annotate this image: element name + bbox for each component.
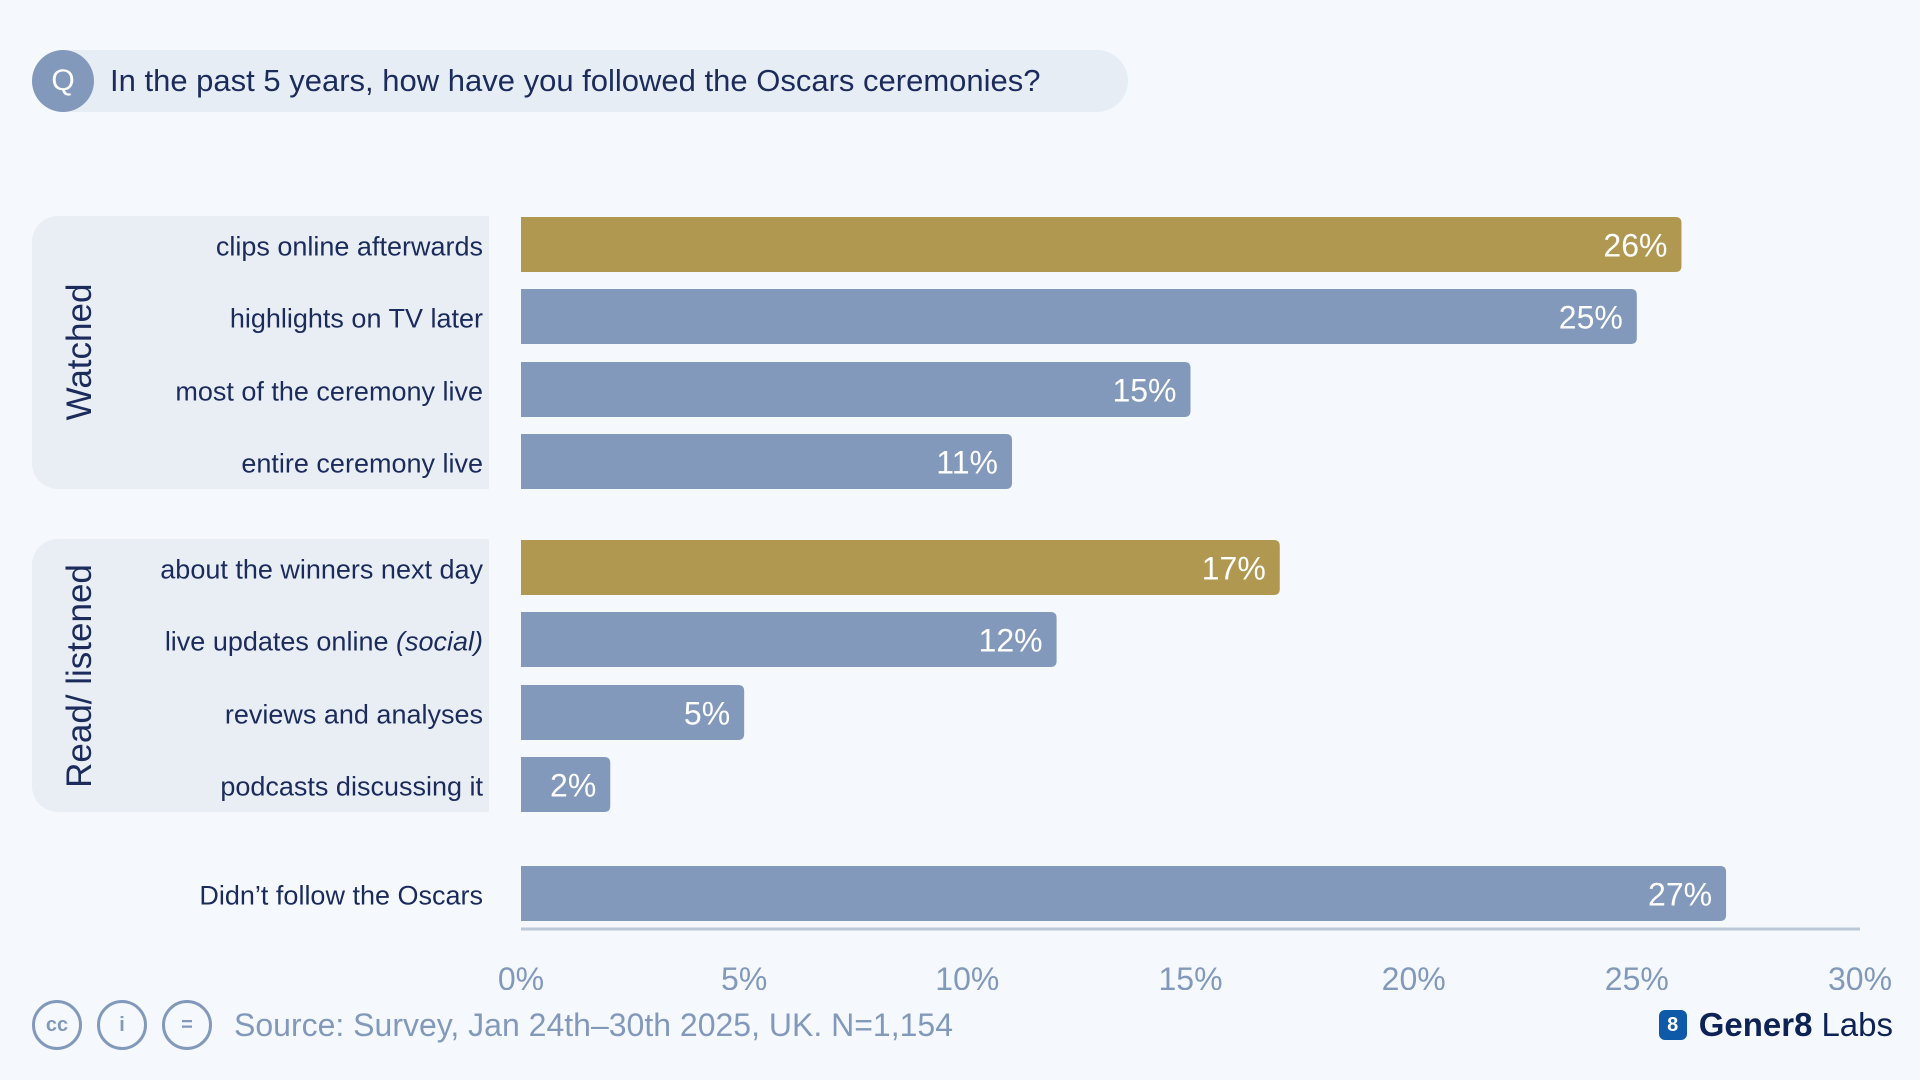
question-text: In the past 5 years, how have you follow… [110,63,1041,98]
bar-1 [521,289,1637,344]
x-tick-label-6: 30% [1828,961,1892,990]
category-label-3: entire ceremony live [241,449,483,479]
bar-2 [521,362,1191,417]
value-label-7: 2% [550,768,596,804]
question-badge: Q [32,50,94,112]
bar-3 [521,434,1012,489]
category-label-4: about the winners next day [160,555,483,585]
nd-icon: = [162,1000,212,1050]
bar-7 [521,757,611,812]
value-label-3: 11% [936,445,998,481]
group-panel-read [32,539,489,812]
bar-6 [521,685,745,740]
bar-4 [521,540,1280,595]
category-label-1: highlights on TV later [230,304,483,334]
value-label-0: 26% [1603,228,1667,264]
category-label-0: clips online afterwards [216,232,483,262]
bar-chart: clips online afterwards 26% highlights on … [160,217,1892,990]
value-label-6: 5% [684,696,730,732]
bar-0 [521,217,1682,272]
group-panel-watched [32,216,489,489]
value-label-1: 25% [1559,300,1623,336]
x-tick-label-0: 0% [498,961,544,990]
category-label-8: Didn’t follow the Oscars [199,881,483,911]
category-label-2: most of the ceremony live [175,377,483,407]
brand-logo: 8 Gener8 Labs [1658,1002,1893,1048]
category-label-6: reviews and analyses [225,700,483,730]
value-label-5: 12% [979,623,1043,659]
category-label-suffix-5: (social) [388,627,483,657]
value-label-8: 27% [1648,877,1712,913]
brand-mark-icon: 8 [1658,1010,1687,1040]
x-tick-label-2: 10% [935,961,999,990]
category-label-7: podcasts discussing it [220,772,483,802]
brand-suffix: Labs [1821,1006,1893,1043]
value-label-2: 15% [1112,373,1176,409]
x-tick-label-1: 5% [721,961,767,990]
x-tick-label-5: 25% [1605,961,1669,990]
by-icon: i [97,1000,147,1050]
bar-5 [521,612,1057,667]
source-note: Source: Survey, Jan 24th–30th 2025, UK. … [234,1007,953,1043]
x-tick-label-4: 20% [1382,961,1446,990]
value-label-4: 17% [1202,551,1266,587]
bar-8 [521,866,1727,921]
question-banner: Q In the past 5 years, how have you foll… [32,50,1128,112]
x-tick-label-3: 15% [1158,961,1222,990]
brand-name: Gener8 [1698,1006,1813,1043]
cc-icon: cc [32,1000,82,1050]
category-label-5: live updates online (social) [165,627,483,657]
